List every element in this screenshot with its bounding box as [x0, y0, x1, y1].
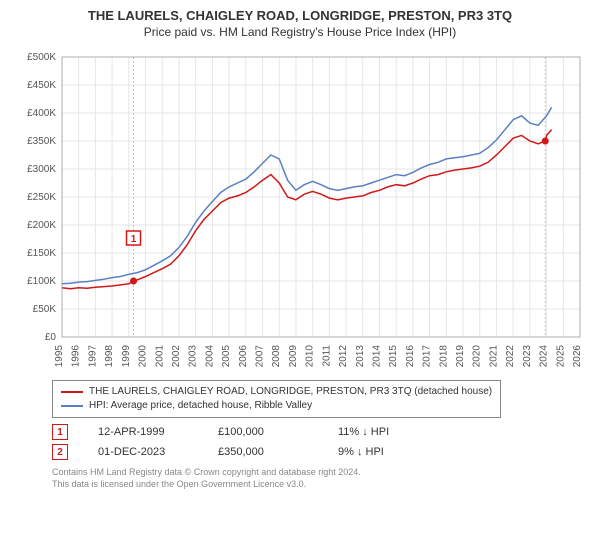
attribution-line-2: This data is licensed under the Open Gov… — [52, 478, 590, 490]
svg-text:2007: 2007 — [255, 345, 266, 367]
svg-text:2012: 2012 — [338, 345, 349, 367]
marker-date: 12-APR-1999 — [98, 426, 188, 438]
svg-text:2002: 2002 — [171, 345, 182, 367]
svg-text:2006: 2006 — [238, 345, 249, 367]
svg-text:2022: 2022 — [505, 345, 516, 367]
svg-text:2001: 2001 — [154, 345, 165, 367]
legend-label: HPI: Average price, detached house, Ribb… — [89, 399, 312, 413]
svg-text:£250K: £250K — [27, 192, 56, 203]
svg-text:2019: 2019 — [455, 345, 466, 367]
svg-text:1999: 1999 — [121, 345, 132, 367]
chart-title: THE LAURELS, CHAIGLEY ROAD, LONGRIDGE, P… — [10, 8, 590, 23]
svg-text:2003: 2003 — [188, 345, 199, 367]
marker-delta: 11% ↓ HPI — [338, 426, 428, 438]
marker-number-box: 2 — [52, 444, 68, 460]
svg-text:2014: 2014 — [371, 345, 382, 367]
marker-date: 01-DEC-2023 — [98, 446, 188, 458]
chart-subtitle: Price paid vs. HM Land Registry's House … — [10, 25, 590, 39]
svg-text:£350K: £350K — [27, 136, 56, 147]
svg-text:2025: 2025 — [555, 345, 566, 367]
legend-box: THE LAURELS, CHAIGLEY ROAD, LONGRIDGE, P… — [52, 380, 501, 418]
svg-text:1998: 1998 — [104, 345, 115, 367]
svg-text:2018: 2018 — [438, 345, 449, 367]
svg-text:2011: 2011 — [321, 345, 332, 367]
svg-text:1996: 1996 — [71, 345, 82, 367]
price-chart-svg: £0 £50K £100K £150K £200K £250K £300K £350K £400… — [10, 47, 590, 367]
svg-text:2004: 2004 — [204, 345, 215, 367]
svg-text:2013: 2013 — [355, 345, 366, 367]
svg-text:£300K: £300K — [27, 164, 56, 175]
svg-text:£50K: £50K — [33, 304, 57, 315]
svg-text:2009: 2009 — [288, 345, 299, 367]
legend-row: HPI: Average price, detached house, Ribb… — [61, 399, 492, 413]
svg-text:2026: 2026 — [572, 345, 583, 367]
attribution-line-1: Contains HM Land Registry data © Crown c… — [52, 466, 590, 478]
svg-text:£500K: £500K — [27, 52, 56, 63]
svg-text:2023: 2023 — [522, 345, 533, 367]
attribution-text: Contains HM Land Registry data © Crown c… — [52, 466, 590, 490]
marker-price: £350,000 — [218, 446, 308, 458]
legend-row: THE LAURELS, CHAIGLEY ROAD, LONGRIDGE, P… — [61, 385, 492, 399]
marker-row: 2 01-DEC-2023 £350,000 9% ↓ HPI — [52, 444, 590, 460]
svg-text:2021: 2021 — [488, 345, 499, 367]
svg-text:£400K: £400K — [27, 108, 56, 119]
marker-data-table: 1 12-APR-1999 £100,000 11% ↓ HPI 2 01-DEC-202… — [52, 424, 590, 460]
marker-number-box: 1 — [52, 424, 68, 440]
svg-text:£150K: £150K — [27, 248, 56, 259]
svg-text:£200K: £200K — [27, 220, 56, 231]
svg-text:£0: £0 — [45, 332, 57, 343]
svg-text:2005: 2005 — [221, 345, 232, 367]
svg-text:2024: 2024 — [539, 345, 550, 367]
svg-text:2000: 2000 — [138, 345, 149, 367]
chart-container: THE LAURELS, CHAIGLEY ROAD, LONGRIDGE, P… — [0, 0, 600, 496]
marker-price: £100,000 — [218, 426, 308, 438]
legend-swatch — [61, 405, 83, 407]
marker-delta: 9% ↓ HPI — [338, 446, 428, 458]
legend-label: THE LAURELS, CHAIGLEY ROAD, LONGRIDGE, P… — [89, 385, 492, 399]
legend-swatch — [61, 391, 83, 393]
svg-text:2010: 2010 — [305, 345, 316, 367]
svg-text:1: 1 — [131, 234, 137, 245]
svg-text:2020: 2020 — [472, 345, 483, 367]
chart-plot-area: £0 £50K £100K £150K £200K £250K £300K £350K £400… — [10, 47, 590, 372]
svg-text:1997: 1997 — [87, 345, 98, 367]
marker-row: 1 12-APR-1999 £100,000 11% ↓ HPI — [52, 424, 590, 440]
svg-text:2015: 2015 — [388, 345, 399, 367]
svg-text:2017: 2017 — [422, 345, 433, 367]
svg-text:£100K: £100K — [27, 276, 56, 287]
svg-text:1995: 1995 — [54, 345, 65, 367]
svg-text:2008: 2008 — [271, 345, 282, 367]
svg-text:2016: 2016 — [405, 345, 416, 367]
svg-text:£450K: £450K — [27, 80, 56, 91]
